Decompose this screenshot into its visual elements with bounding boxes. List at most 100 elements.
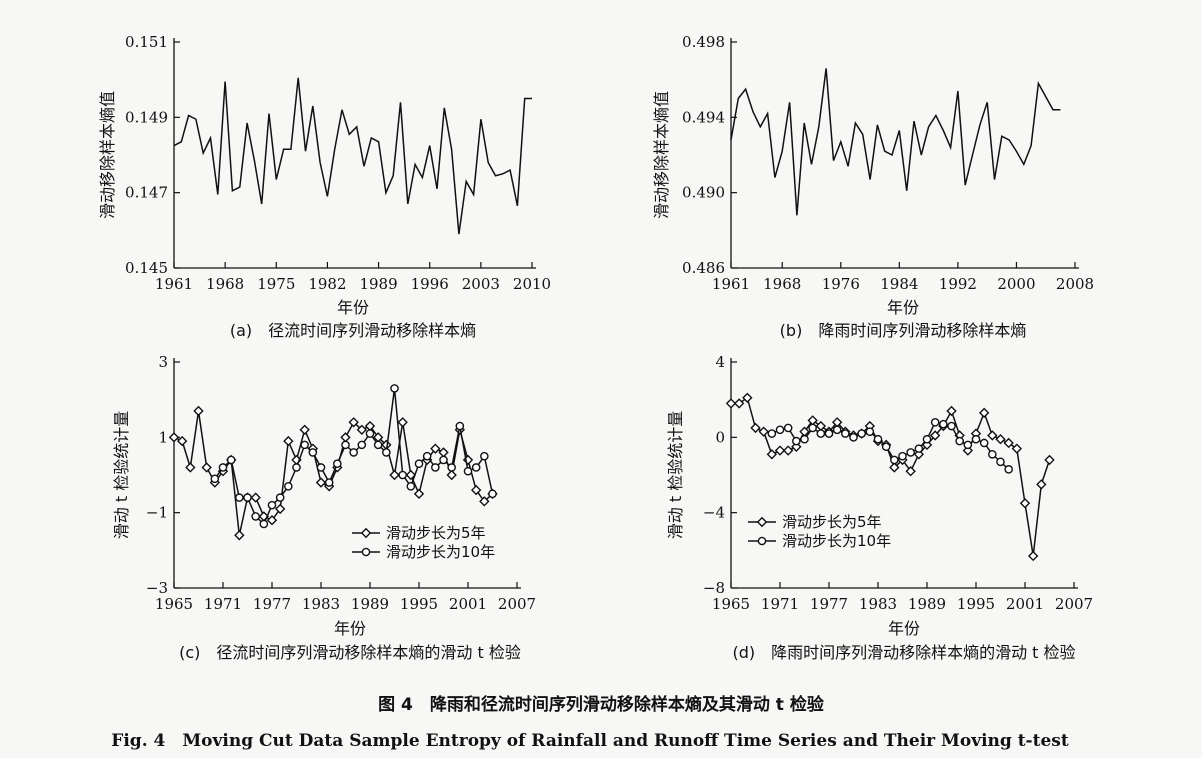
data-point (889, 462, 900, 473)
data-point (250, 492, 261, 503)
data-point (996, 457, 1005, 467)
data-point (389, 469, 400, 481)
data-point (987, 430, 998, 441)
data-point (1011, 443, 1023, 454)
data-point (488, 489, 497, 499)
data-point (300, 440, 309, 450)
data-point (243, 493, 252, 502)
x-axis-label: 年份 (334, 619, 366, 638)
y-tick-label: −4 (703, 504, 725, 522)
y-tick-label: −1 (146, 504, 168, 522)
data-point (816, 429, 826, 438)
data-point (733, 398, 745, 409)
data-point (742, 392, 753, 403)
data-point (824, 429, 834, 438)
y-tick-label: 0.149 (125, 108, 168, 126)
data-point (333, 459, 342, 469)
data-point (439, 455, 448, 465)
data-point (898, 451, 907, 461)
data-point (1019, 498, 1031, 509)
series-1 (730, 68, 1061, 216)
data-point (930, 417, 940, 427)
x-tick-label: 1965 (712, 595, 750, 613)
y-axis-label: 滑动 t 检验统计量 (666, 411, 685, 539)
panel-caption: (d) 降雨时间序列滑动移除样本熵的滑动 t 检验 (732, 643, 1075, 662)
data-point (365, 429, 375, 438)
panel-caption: (b) 降雨时间序列滑动移除样本熵 (780, 321, 1027, 340)
series-2 (210, 384, 497, 529)
y-tick-label: 0.151 (125, 33, 168, 51)
data-point (963, 440, 973, 450)
data-point (890, 455, 899, 465)
figure-title-en: Fig. 4 Moving Cut Data Sample Entropy of… (111, 731, 1069, 751)
series-line (173, 410, 494, 536)
chart-panel-a: 0.145 0.147 0.149 0.151 1961 1968 1975 1982 1989… (98, 33, 551, 340)
y-tick-label: −8 (703, 579, 725, 597)
x-tick-label: 2000 (997, 275, 1035, 293)
y-tick-label: 0 (715, 428, 725, 446)
data-point (914, 444, 924, 453)
data-point (906, 448, 915, 457)
x-tick-label: 2001 (1006, 595, 1044, 613)
data-point (979, 438, 989, 448)
data-point (767, 429, 777, 438)
data-point (750, 422, 761, 434)
data-point (783, 423, 793, 433)
data-point (274, 503, 286, 515)
x-tick-label: 2008 (1056, 275, 1094, 293)
data-point (873, 434, 883, 444)
legend-label: 滑动步长为5年 (782, 513, 882, 531)
data-point (422, 451, 432, 461)
data-point (775, 425, 785, 435)
data-point (881, 442, 891, 452)
data-point (340, 432, 351, 443)
data-point (849, 433, 858, 442)
data-point (406, 481, 416, 491)
data-point (397, 417, 408, 428)
y-axis-label: 滑动移除样本熵值 (98, 91, 117, 219)
series-1 (725, 392, 1055, 562)
data-point (841, 429, 850, 438)
data-point (905, 466, 916, 477)
x-tick-label: 1989 (351, 595, 389, 613)
x-axis-label: 年份 (887, 298, 919, 317)
y-tick-label: 4 (715, 353, 725, 371)
data-point (348, 417, 359, 428)
x-axis-label: 年份 (888, 619, 920, 638)
data-point (470, 484, 482, 496)
data-point (758, 426, 769, 437)
x-tick-label: 1961 (712, 275, 750, 293)
data-point (284, 481, 293, 491)
data-point (316, 463, 326, 472)
data-point (978, 407, 990, 419)
legend-label: 滑动步长为10年 (782, 532, 891, 550)
data-point (929, 430, 941, 441)
data-point (988, 449, 997, 459)
data-point (1036, 479, 1047, 490)
data-point (251, 512, 260, 521)
x-tick-label: 1989 (908, 595, 946, 613)
x-tick-label: 1975 (257, 275, 295, 293)
data-point (176, 435, 188, 447)
data-point (283, 435, 294, 447)
x-tick-label: 2007 (498, 595, 536, 613)
data-point (201, 462, 212, 473)
x-tick-label: 1968 (206, 275, 244, 293)
data-point (210, 474, 220, 484)
data-point (800, 434, 809, 444)
data-point (308, 448, 318, 457)
x-tick-label: 1971 (204, 595, 242, 613)
data-point (357, 440, 367, 450)
chart-panel-b: 0.486 0.490 0.494 0.498 1961 1968 1976 1984 1992… (652, 33, 1094, 340)
x-tick-label: 2007 (1055, 595, 1093, 613)
chart-panel-c: −3 −1 1 3 1965 1971 1977 1983 1989 1995 2001 2007 年份… (112, 353, 536, 662)
data-point (356, 424, 368, 435)
data-point (218, 463, 228, 472)
data-point (455, 421, 465, 431)
data-point (808, 423, 817, 433)
x-tick-label: 1977 (253, 595, 291, 613)
data-point (193, 405, 204, 417)
data-point (431, 463, 440, 472)
